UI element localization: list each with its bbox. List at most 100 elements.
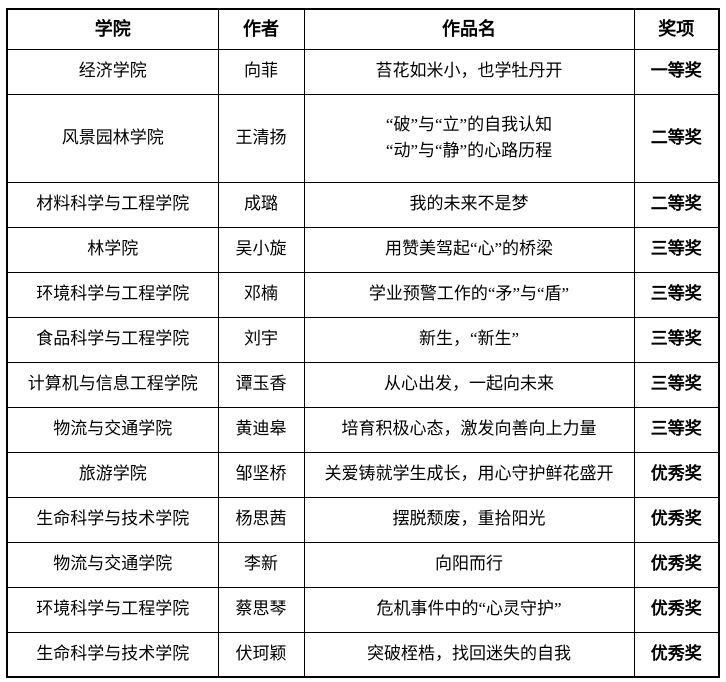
award-cell: 优秀奖 bbox=[633, 496, 720, 543]
college-cell-text: 计算机与信息工程学院 bbox=[27, 374, 198, 394]
table-row: 环境科学与工程学院 邓楠 学业预警工作的“矛”与“盾” 三等奖 bbox=[6, 271, 720, 318]
work-cell-text: 培育积极心态，激发向善向上力量 bbox=[341, 419, 597, 439]
table-row: 计算机与信息工程学院 谭玉香 从心出发，一起向未来 三等奖 bbox=[6, 361, 720, 408]
college-cell: 生命科学与技术学院 bbox=[6, 496, 219, 543]
work-cell: 学业预警工作的“矛”与“盾” bbox=[303, 271, 635, 318]
work-cell-text: 学业预警工作的“矛”与“盾” bbox=[368, 284, 570, 304]
college-cell: 物流与交通学院 bbox=[6, 541, 219, 588]
award-cell: 一等奖 bbox=[633, 48, 720, 95]
author-cell: 向菲 bbox=[217, 48, 305, 95]
award-cell: 二等奖 bbox=[633, 93, 720, 183]
college-cell: 食品科学与工程学院 bbox=[6, 316, 219, 363]
award-cell-text: 优秀奖 bbox=[650, 644, 702, 664]
author-cell-text: 向菲 bbox=[244, 61, 278, 81]
college-cell-text: 生命科学与技术学院 bbox=[36, 509, 190, 529]
college-cell: 风景园林学院 bbox=[6, 93, 219, 183]
award-cell-text: 一等奖 bbox=[650, 61, 702, 81]
author-cell: 蔡思琴 bbox=[217, 586, 305, 633]
table-row: 旅游学院 邹坚桥 关爱铸就学生成长，用心守护鲜花盛开 优秀奖 bbox=[6, 451, 720, 498]
college-cell-text: 经济学院 bbox=[78, 61, 147, 81]
author-cell: 邹坚桥 bbox=[217, 451, 305, 498]
work-cell-text: 新生，“新生” bbox=[418, 329, 520, 349]
author-cell: 邓楠 bbox=[217, 271, 305, 318]
author-cell: 李新 bbox=[217, 541, 305, 588]
work-cell-text: 摆脱颓废，重拾阳光 bbox=[392, 509, 546, 529]
work-cell: 我的未来不是梦 bbox=[303, 181, 635, 228]
work-cell: “破”与“立”的自我认知 “动”与“静”的心路历程 bbox=[303, 93, 635, 183]
author-cell: 成璐 bbox=[217, 181, 305, 228]
table-row: 生命科学与技术学院 杨思茜 摆脱颓废，重拾阳光 优秀奖 bbox=[6, 496, 720, 543]
author-cell-text: 李新 bbox=[244, 554, 278, 574]
work-cell: 从心出发，一起向未来 bbox=[303, 361, 635, 408]
work-cell-text: 我的未来不是梦 bbox=[409, 194, 529, 214]
work-cell-text: 突破桎梏，找回迷失的自我 bbox=[367, 644, 571, 664]
author-cell-text: 刘宇 bbox=[244, 329, 278, 349]
table-row: 物流与交通学院 李新 向阳而行 优秀奖 bbox=[6, 541, 720, 588]
college-cell-text: 风景园林学院 bbox=[61, 127, 164, 147]
header-row: 学院 作者 作品名 奖项 bbox=[6, 8, 720, 50]
award-cell: 三等奖 bbox=[633, 361, 720, 408]
college-cell: 生命科学与技术学院 bbox=[6, 631, 219, 678]
award-cell-text: 优秀奖 bbox=[650, 599, 702, 619]
work-cell: 危机事件中的“心灵守护” bbox=[303, 586, 635, 633]
header-award: 奖项 bbox=[633, 8, 720, 50]
work-cell: 向阳而行 bbox=[303, 541, 635, 588]
college-cell-text: 材料科学与工程学院 bbox=[36, 194, 190, 214]
work-cell: 摆脱颓废，重拾阳光 bbox=[303, 496, 635, 543]
work-cell-text: 向阳而行 bbox=[435, 554, 503, 574]
author-cell-text: 蔡思琴 bbox=[235, 599, 287, 619]
college-cell-text: 旅游学院 bbox=[78, 464, 147, 484]
college-cell-text: 环境科学与工程学院 bbox=[36, 284, 190, 304]
work-cell-text: “动”与“静”的心路历程 bbox=[385, 141, 553, 160]
author-cell: 杨思茜 bbox=[217, 496, 305, 543]
college-cell-text: 生命科学与技术学院 bbox=[36, 644, 190, 664]
table-row: 生命科学与技术学院 伏珂颖 突破桎梏，找回迷失的自我 优秀奖 bbox=[6, 631, 720, 678]
award-cell-text: 三等奖 bbox=[650, 239, 702, 259]
author-cell: 吴小旋 bbox=[217, 226, 305, 273]
author-cell-text: 杨思茜 bbox=[235, 509, 287, 529]
award-cell: 优秀奖 bbox=[633, 541, 720, 588]
author-cell: 刘宇 bbox=[217, 316, 305, 363]
college-cell: 材料科学与工程学院 bbox=[6, 181, 219, 228]
college-cell: 林学院 bbox=[6, 226, 219, 273]
author-cell-text: 邓楠 bbox=[244, 284, 278, 304]
author-cell-text: 谭玉香 bbox=[235, 374, 287, 394]
table-row: 经济学院 向菲 苔花如米小，也学牡丹开 一等奖 bbox=[6, 48, 720, 95]
award-cell-text: 三等奖 bbox=[650, 329, 702, 349]
header-work: 作品名 bbox=[303, 8, 635, 50]
award-cell: 优秀奖 bbox=[633, 631, 720, 678]
work-cell-text: 危机事件中的“心灵守护” bbox=[376, 599, 562, 619]
author-cell: 黄迪皋 bbox=[217, 406, 305, 453]
college-cell: 旅游学院 bbox=[6, 451, 219, 498]
table-row: 材料科学与工程学院 成璐 我的未来不是梦 二等奖 bbox=[6, 181, 720, 228]
college-cell-text: 物流与交通学院 bbox=[53, 419, 173, 439]
award-cell-text: 优秀奖 bbox=[650, 464, 702, 484]
author-cell: 伏珂颖 bbox=[217, 631, 305, 678]
author-cell-text: 伏珂颖 bbox=[235, 644, 287, 664]
college-cell-text: 林学院 bbox=[87, 239, 139, 259]
work-cell-text: 关爱铸就学生成长，用心守护鲜花盛开 bbox=[324, 464, 614, 484]
college-cell-text: 物流与交通学院 bbox=[53, 554, 173, 574]
work-cell-text: “破”与“立”的自我认知 bbox=[385, 114, 553, 134]
college-cell-text: 食品科学与工程学院 bbox=[36, 329, 190, 349]
author-cell-text: 邹坚桥 bbox=[235, 464, 287, 484]
award-cell-text: 三等奖 bbox=[650, 419, 702, 439]
award-cell-text: 三等奖 bbox=[650, 374, 702, 394]
work-cell: 突破桎梏，找回迷失的自我 bbox=[303, 631, 635, 678]
work-cell: 苔花如米小，也学牡丹开 bbox=[303, 48, 635, 95]
header-author: 作者 bbox=[217, 8, 305, 50]
header-college: 学院 bbox=[6, 8, 219, 50]
table-body: 经济学院 向菲 苔花如米小，也学牡丹开 一等奖 风景园林学院 王清扬 “破”与“立”的自我认… bbox=[6, 48, 720, 678]
work-cell: 培育积极心态，激发向善向上力量 bbox=[303, 406, 635, 453]
award-cell: 二等奖 bbox=[633, 181, 720, 228]
college-cell-text: 环境科学与工程学院 bbox=[36, 599, 190, 619]
award-cell: 优秀奖 bbox=[633, 451, 720, 498]
award-cell: 三等奖 bbox=[633, 226, 720, 273]
award-cell-text: 三等奖 bbox=[650, 284, 702, 304]
work-cell-text: 苔花如米小，也学牡丹开 bbox=[375, 61, 563, 81]
table-row: 环境科学与工程学院 蔡思琴 危机事件中的“心灵守护” 优秀奖 bbox=[6, 586, 720, 633]
award-cell-text: 优秀奖 bbox=[650, 554, 702, 574]
award-cell: 三等奖 bbox=[633, 316, 720, 363]
table-row: 林学院 吴小旋 用赞美驾起“心”的桥梁 三等奖 bbox=[6, 226, 720, 273]
